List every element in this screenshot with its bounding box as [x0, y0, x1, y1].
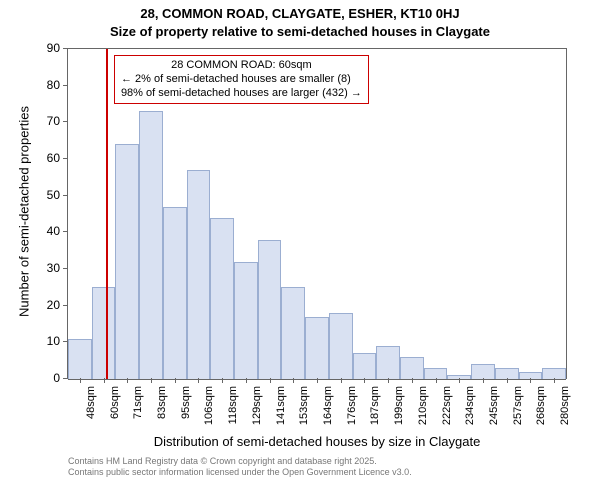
xtick-mark: [104, 378, 105, 383]
xtick-mark: [198, 378, 199, 383]
xtick-label: 210sqm: [417, 386, 429, 425]
xtick-mark: [246, 378, 247, 383]
attribution-line1: Contains HM Land Registry data © Crown c…: [68, 456, 412, 467]
ytick-mark: [63, 85, 68, 86]
ytick-label: 80: [34, 78, 60, 92]
ytick-mark: [63, 158, 68, 159]
ytick-mark: [63, 305, 68, 306]
xtick-label: 60sqm: [109, 386, 121, 419]
xtick-mark: [388, 378, 389, 383]
ytick-label: 90: [34, 41, 60, 55]
xtick-label: 83sqm: [156, 386, 168, 419]
xtick-mark: [80, 378, 81, 383]
ytick-mark: [63, 341, 68, 342]
xtick-label: 118sqm: [227, 386, 239, 424]
xtick-mark: [554, 378, 555, 383]
xtick-label: 199sqm: [393, 386, 405, 425]
xtick-mark: [483, 378, 484, 383]
ytick-mark: [63, 195, 68, 196]
xtick-label: 280sqm: [559, 386, 571, 425]
bar: [68, 339, 92, 379]
ytick-mark: [63, 121, 68, 122]
xtick-mark: [317, 378, 318, 383]
xtick-mark: [530, 378, 531, 383]
ytick-label: 0: [34, 371, 60, 385]
marker-line: [106, 49, 108, 379]
xtick-label: 129sqm: [251, 386, 263, 425]
xtick-mark: [270, 378, 271, 383]
xtick-label: 245sqm: [488, 386, 500, 425]
chart-container: 28, COMMON ROAD, CLAYGATE, ESHER, KT10 0…: [0, 0, 600, 500]
annotation-line2: 98% of semi-detached houses are larger (…: [121, 87, 362, 101]
xtick-label: 257sqm: [512, 386, 524, 425]
y-axis-label: Number of semi-detached properties: [17, 92, 32, 332]
bar: [353, 353, 377, 379]
xtick-label: 176sqm: [346, 386, 358, 425]
bar: [210, 218, 234, 379]
bar: [163, 207, 187, 379]
xtick-label: 95sqm: [180, 386, 192, 419]
ytick-mark: [63, 231, 68, 232]
xtick-label: 187sqm: [369, 386, 381, 425]
ytick-label: 70: [34, 114, 60, 128]
annotation-line1: ← 2% of semi-detached houses are smaller…: [121, 73, 362, 87]
ytick-label: 20: [34, 298, 60, 312]
x-axis-label: Distribution of semi-detached houses by …: [68, 434, 566, 449]
xtick-label: 268sqm: [535, 386, 547, 425]
ytick-label: 10: [34, 334, 60, 348]
xtick-label: 106sqm: [203, 386, 215, 425]
xtick-mark: [436, 378, 437, 383]
xtick-mark: [151, 378, 152, 383]
xtick-mark: [293, 378, 294, 383]
bar: [258, 240, 282, 379]
bar: [234, 262, 258, 379]
ytick-label: 40: [34, 224, 60, 238]
xtick-mark: [341, 378, 342, 383]
xtick-mark: [412, 378, 413, 383]
xtick-mark: [222, 378, 223, 383]
title-line1: 28, COMMON ROAD, CLAYGATE, ESHER, KT10 0…: [0, 6, 600, 21]
annotation-title: 28 COMMON ROAD: 60sqm: [121, 59, 362, 73]
xtick-label: 164sqm: [322, 386, 334, 425]
xtick-label: 153sqm: [298, 386, 310, 425]
ytick-label: 30: [34, 261, 60, 275]
xtick-label: 222sqm: [441, 386, 453, 425]
bar: [471, 364, 495, 379]
ytick-mark: [63, 48, 68, 49]
bar: [329, 313, 353, 379]
ytick-mark: [63, 268, 68, 269]
xtick-mark: [459, 378, 460, 383]
bar: [305, 317, 329, 379]
bar: [376, 346, 400, 379]
xtick-mark: [127, 378, 128, 383]
ytick-label: 60: [34, 151, 60, 165]
attribution: Contains HM Land Registry data © Crown c…: [68, 456, 412, 479]
bar: [92, 287, 116, 379]
xtick-label: 234sqm: [464, 386, 476, 425]
bar: [281, 287, 305, 379]
xtick-label: 71sqm: [132, 386, 144, 419]
bar: [115, 144, 139, 379]
xtick-mark: [175, 378, 176, 383]
title-line2: Size of property relative to semi-detach…: [0, 24, 600, 39]
bar: [139, 111, 163, 379]
ytick-mark: [63, 378, 68, 379]
xtick-mark: [364, 378, 365, 383]
annotation-box: 28 COMMON ROAD: 60sqm ← 2% of semi-detac…: [114, 55, 369, 104]
xtick-label: 141sqm: [275, 386, 287, 425]
attribution-line2: Contains public sector information licen…: [68, 467, 412, 478]
bar: [187, 170, 211, 379]
y-axis-line: [67, 49, 68, 379]
ytick-label: 50: [34, 188, 60, 202]
xtick-mark: [507, 378, 508, 383]
plot-area: 28 COMMON ROAD: 60sqm ← 2% of semi-detac…: [68, 48, 567, 379]
bar: [400, 357, 424, 379]
xtick-label: 48sqm: [85, 386, 97, 419]
